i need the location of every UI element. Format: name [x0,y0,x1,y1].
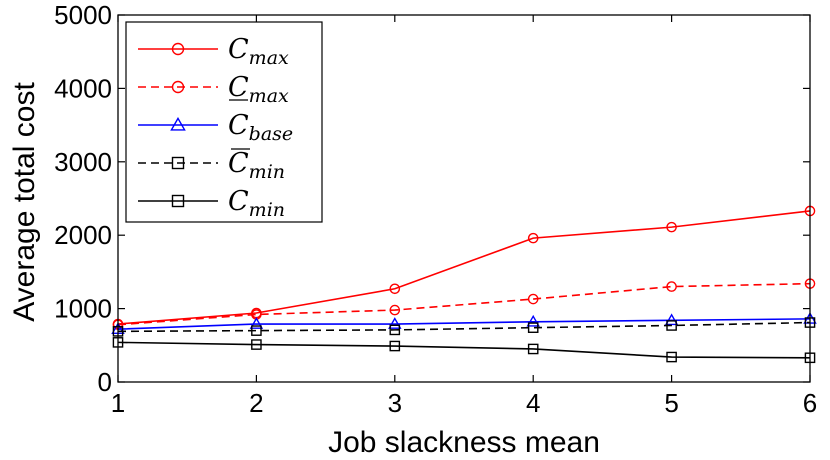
x-tick-label: 3 [388,388,402,418]
legend-entry: Cbase [138,110,293,145]
axes: 1 2 3 4 5 6 0 1000 2000 3000 4000 5000 [54,0,817,418]
data-point [666,281,677,292]
legend-marker [171,80,185,94]
series-line [117,318,811,330]
data-point [389,304,401,316]
legend-label: Cbase [228,110,293,145]
data-point [251,339,262,350]
x-tick-label: 6 [803,388,817,418]
data-point [389,340,401,352]
legend-label: Cmax [228,34,289,69]
series-line [117,282,811,326]
x-tick-label: 5 [664,388,678,418]
legend-entry: Cmin [138,186,285,221]
data-point [527,232,539,244]
y-tick-label: 3000 [54,147,112,177]
data-point [527,322,539,333]
data-point [664,313,679,326]
data-point [389,324,401,336]
series-line [117,341,811,359]
y-tick-label: 2000 [54,220,112,250]
data-point [527,293,539,305]
series-group [111,205,817,364]
legend-marker [171,156,185,170]
data-point [666,351,677,363]
legend-box [125,21,323,223]
data-point [388,317,402,329]
data-point [389,283,401,295]
legend-entry: Cmax [138,34,289,69]
series-line [117,321,811,333]
x-tick-label: 4 [526,388,540,418]
x-tick-label: 1 [111,388,125,418]
series-line [117,210,811,325]
legend-label: Cmin [228,148,285,183]
x-axis-label: Job slackness mean [328,426,600,459]
data-point [666,320,677,331]
y-tick-label: 1000 [54,294,112,324]
y-axis-label: Average total cost [8,82,41,322]
y-tick-label: 5000 [54,0,112,30]
legend-marker [171,194,185,208]
x-tick-label: 2 [249,388,263,418]
legend-entry: Cmin [138,148,285,183]
data-point [666,221,677,233]
y-tick-label: 0 [98,367,112,397]
legend-label: Cmin [228,186,285,221]
legend-label: Cmax [228,72,289,107]
legend-marker [171,42,185,56]
legend-entry: Cmax [138,72,289,107]
data-point [527,343,539,355]
data-point [526,314,540,327]
y-tick-label: 4000 [54,73,112,103]
legend-marker [170,116,186,131]
data-point [249,317,264,329]
axes-frame [117,14,811,383]
data-point [251,325,262,336]
